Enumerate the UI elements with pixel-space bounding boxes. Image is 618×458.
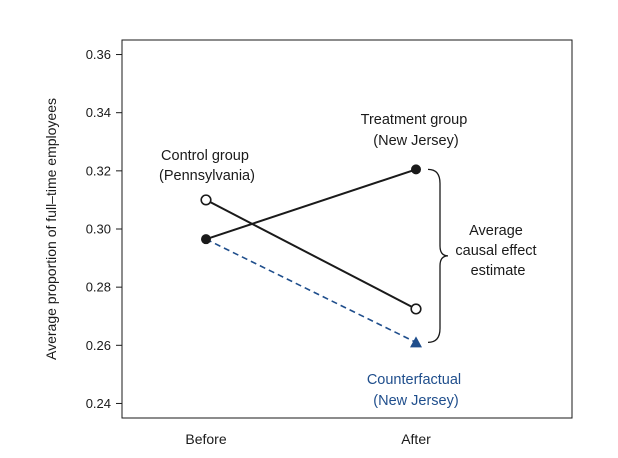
treatment-line xyxy=(205,168,417,241)
effect-annotation: Average causal effect estimate xyxy=(455,223,540,279)
x-tick-label: Before xyxy=(185,431,226,447)
counterfactual-line xyxy=(205,238,417,344)
effect-brace-path xyxy=(427,168,449,344)
effect-annotation-line-3: estimate xyxy=(471,263,526,279)
y-tick-label: 0.26 xyxy=(86,338,111,353)
treatment-point xyxy=(411,164,421,175)
counterfactual-annotation-line-2: (New Jersey) xyxy=(373,393,458,409)
control-point xyxy=(200,194,212,206)
treatment-annotation-line-2: (New Jersey) xyxy=(373,133,458,149)
y-tick-label: 0.30 xyxy=(86,222,111,237)
control-point xyxy=(410,303,422,315)
treatment-annotation-line-1: Treatment group xyxy=(361,112,468,128)
control-annotation-line-2: (Pennsylvania) xyxy=(159,168,255,184)
y-tick-label: 0.34 xyxy=(86,105,111,120)
effect-annotation-line-1: Average xyxy=(469,223,523,239)
y-tick-label: 0.28 xyxy=(86,280,111,295)
counterfactual-annotation-line-1: Counterfactual xyxy=(367,372,461,388)
markers xyxy=(200,164,422,348)
treatment-annotation: Treatment group (New Jersey) xyxy=(361,112,472,149)
control-annotation: Control group (Pennsylvania) xyxy=(159,148,255,184)
counterfactual-annotation: Counterfactual (New Jersey) xyxy=(367,372,465,409)
x-axis-ticks: Before After xyxy=(185,431,431,447)
y-axis-ticks: 0.24 0.26 0.28 0.30 0.32 0.34 0.36 xyxy=(86,47,122,411)
effect-brace xyxy=(427,168,449,344)
control-annotation-line-1: Control group xyxy=(161,148,249,164)
y-axis-label: Average proportion of full–time employee… xyxy=(43,98,59,360)
y-tick-label: 0.32 xyxy=(86,163,111,178)
y-tick-label: 0.36 xyxy=(86,47,111,62)
counterfactual-point xyxy=(410,336,422,348)
control-line xyxy=(205,199,417,310)
effect-annotation-line-2: causal effect xyxy=(455,243,536,259)
x-tick-label: After xyxy=(401,431,431,447)
series-lines xyxy=(205,168,417,344)
treatment-point xyxy=(201,234,211,245)
y-tick-label: 0.24 xyxy=(86,396,111,411)
